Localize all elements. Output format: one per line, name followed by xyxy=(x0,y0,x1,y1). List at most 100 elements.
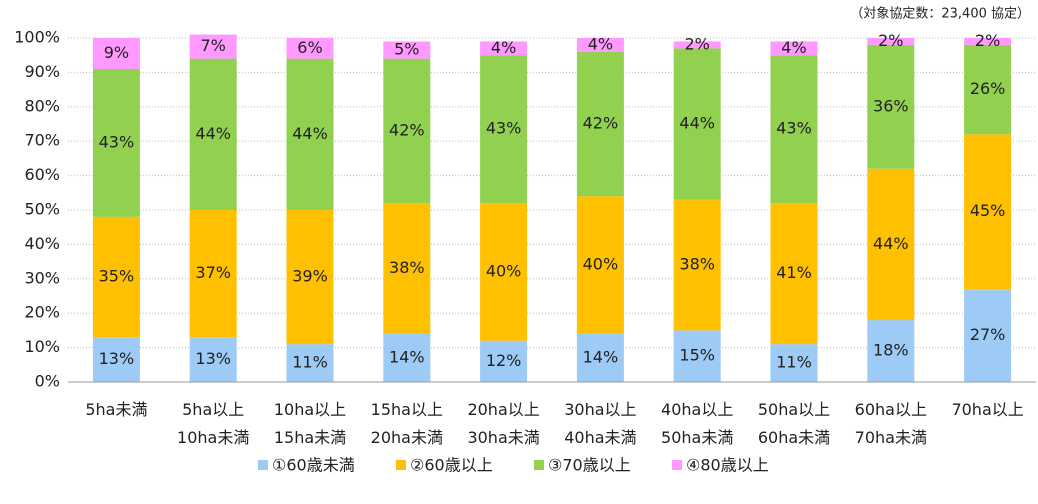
x-tick-label-line: 60ha未満 xyxy=(758,428,830,447)
x-tick-label-line: 30ha以上 xyxy=(564,400,636,419)
bar-segment xyxy=(189,34,237,59)
bar-segment xyxy=(673,199,721,331)
x-tick-label: 5ha未満 xyxy=(85,400,147,419)
value-label: 39% xyxy=(292,267,328,286)
bar-segment xyxy=(867,38,915,45)
bar-segment xyxy=(480,55,528,204)
bar-segment xyxy=(770,55,818,204)
value-label: 11% xyxy=(776,353,812,372)
value-label: 13% xyxy=(195,349,231,368)
value-label: 6% xyxy=(297,38,322,57)
bar-segment xyxy=(92,216,140,338)
bar-segment xyxy=(576,196,624,334)
bar-segment xyxy=(383,58,431,204)
y-tick-label: 90% xyxy=(24,62,60,81)
bar-segment xyxy=(480,203,528,341)
bar-segment xyxy=(964,44,1012,135)
value-label: 43% xyxy=(486,119,522,138)
value-label: 13% xyxy=(99,349,135,368)
value-label: 15% xyxy=(679,346,715,365)
bar-segment xyxy=(286,38,334,59)
x-tick-label-line: 5ha以上 xyxy=(182,400,244,419)
value-label: 18% xyxy=(873,341,909,360)
y-tick-label: 60% xyxy=(24,165,60,184)
bar-segment xyxy=(286,344,334,382)
y-tick-label: 100% xyxy=(14,28,60,47)
bar-segment xyxy=(673,330,721,382)
bar-segment xyxy=(92,68,140,217)
value-label: 35% xyxy=(99,267,135,286)
value-label: 2% xyxy=(685,34,710,53)
value-label: 42% xyxy=(583,114,619,133)
value-label: 40% xyxy=(583,255,619,274)
bar-segment xyxy=(964,134,1012,290)
value-label: 45% xyxy=(970,201,1006,220)
value-label: 27% xyxy=(970,325,1006,344)
value-label: 44% xyxy=(195,124,231,143)
x-tick-label-line: 30ha未満 xyxy=(467,428,539,447)
bar-segment xyxy=(867,320,915,382)
bar-segment xyxy=(92,38,140,69)
x-tick-label-line: 15ha未満 xyxy=(274,428,346,447)
x-tick-label-line: 10ha以上 xyxy=(274,400,346,419)
value-label: 4% xyxy=(781,38,806,57)
y-tick-label: 20% xyxy=(24,303,60,322)
value-label: 38% xyxy=(679,255,715,274)
x-tick-label-line: 60ha以上 xyxy=(855,400,927,419)
value-label: 11% xyxy=(292,353,328,372)
value-label: 44% xyxy=(679,114,715,133)
value-label: 7% xyxy=(201,36,226,55)
value-label: 42% xyxy=(389,120,425,139)
bar-segment xyxy=(770,41,818,56)
x-tick-label-line: 40ha未満 xyxy=(564,428,636,447)
bar-segment xyxy=(383,203,431,334)
bar-segment xyxy=(92,337,140,382)
chart-subtitle: （対象協定数：23,400 協定） xyxy=(850,7,1030,22)
y-tick-label: 10% xyxy=(24,337,60,356)
bar-segment xyxy=(770,203,818,345)
value-label: 44% xyxy=(292,124,328,143)
legend-label: ③70歳以上 xyxy=(548,456,631,475)
value-label: 2% xyxy=(975,31,1000,50)
legend-label: ①60歳未満 xyxy=(272,456,355,475)
legend-label: ④80歳以上 xyxy=(686,456,769,475)
bar-segment xyxy=(189,58,237,210)
value-label: 41% xyxy=(776,263,812,282)
x-tick-label-line: 5ha未満 xyxy=(85,400,147,419)
value-label: 36% xyxy=(873,96,909,115)
value-label: 43% xyxy=(99,132,135,151)
x-tick-label: 10ha以上 15ha未満 xyxy=(274,400,346,447)
value-label: 40% xyxy=(486,261,522,280)
bar-segment xyxy=(286,58,334,210)
bar-segment xyxy=(964,289,1012,382)
x-tick-label: 20ha以上 30ha未満 xyxy=(467,400,539,447)
value-label: 26% xyxy=(970,79,1006,98)
x-tick-label: 40ha以上 50ha未満 xyxy=(661,400,733,447)
x-tick-label: 60ha以上 70ha未満 xyxy=(855,400,927,447)
y-tick-label: 40% xyxy=(24,234,60,253)
value-label: 5% xyxy=(394,40,419,59)
legend-swatch xyxy=(396,460,406,470)
x-tick-label-line: 50ha未満 xyxy=(661,428,733,447)
bar-segment xyxy=(286,210,334,345)
y-tick-label: 0% xyxy=(35,372,60,391)
bar-segment xyxy=(673,41,721,49)
x-tick-label-line: 70ha未満 xyxy=(855,428,927,447)
value-label: 38% xyxy=(389,258,425,277)
bar-segment xyxy=(480,41,528,56)
x-tick-label: 70ha以上 xyxy=(951,400,1023,419)
bar-segment xyxy=(867,44,915,169)
x-tick-label-line: 20ha未満 xyxy=(371,428,443,447)
legend-swatch xyxy=(672,460,682,470)
value-label: 12% xyxy=(486,351,522,370)
x-tick-label: 5ha以上 10ha未満 xyxy=(177,400,249,447)
bar-segment xyxy=(576,51,624,197)
bar-segment xyxy=(480,340,528,382)
x-tick-label-line: 50ha以上 xyxy=(758,400,830,419)
bar-segment xyxy=(189,210,237,338)
y-tick-label: 80% xyxy=(24,96,60,115)
x-tick-label: 15ha以上 20ha未満 xyxy=(371,400,443,447)
y-tick-label: 30% xyxy=(24,268,60,287)
value-label: 4% xyxy=(491,38,516,57)
